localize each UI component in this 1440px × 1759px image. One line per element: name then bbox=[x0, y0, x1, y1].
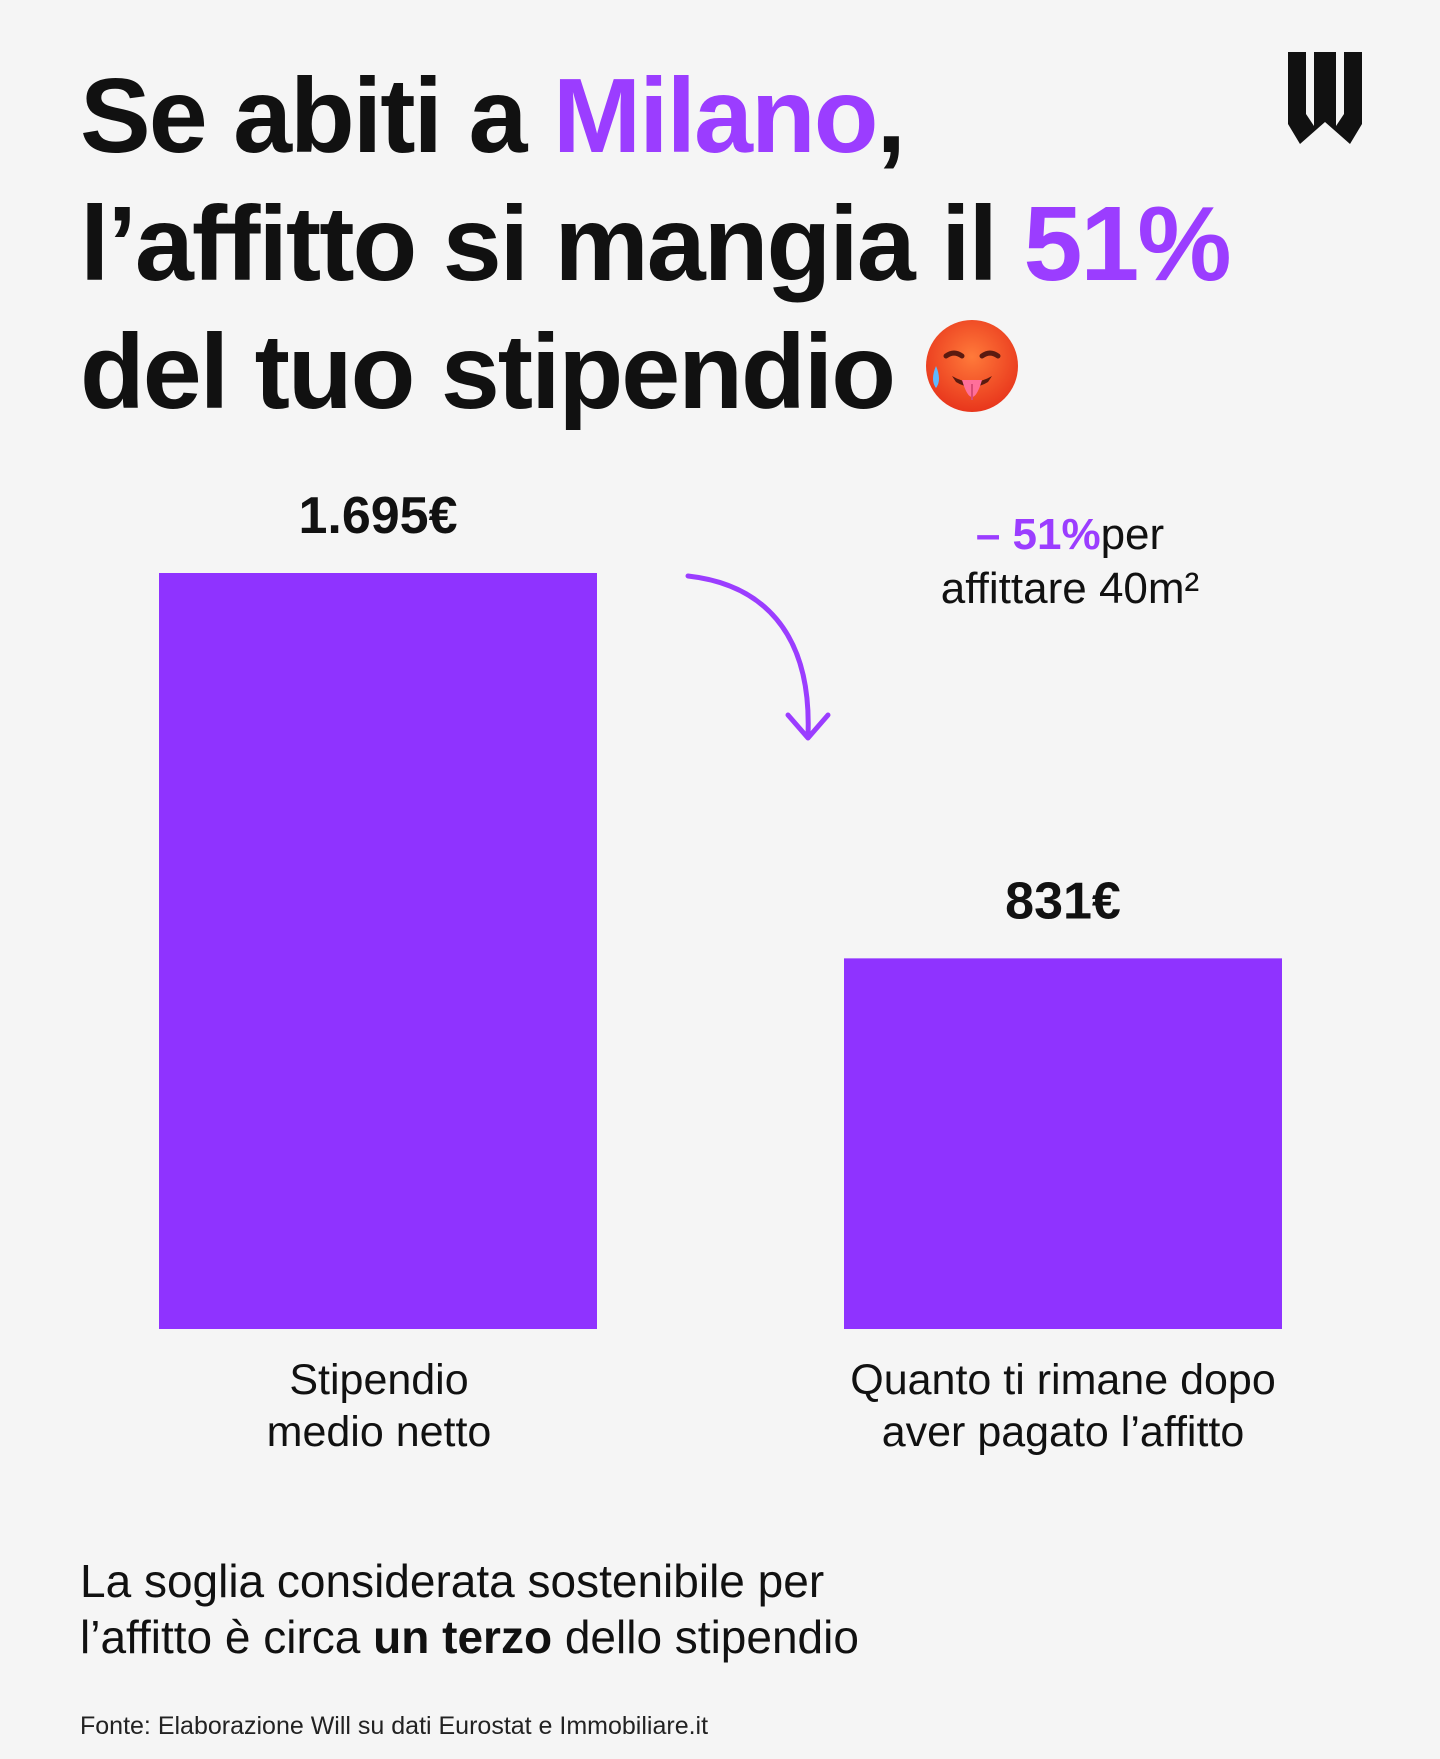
bar bbox=[844, 958, 1282, 1329]
page-title: Se abiti a Milano, l’affitto si mangia i… bbox=[80, 52, 1360, 444]
annotation-text: per bbox=[1100, 510, 1165, 559]
footnote-text: dello stipendio bbox=[552, 1611, 859, 1663]
category-line: medio netto bbox=[266, 1408, 492, 1456]
value-label: 1.695€ bbox=[298, 487, 457, 545]
will-logo-icon bbox=[1288, 52, 1362, 149]
title-comma: , bbox=[876, 57, 906, 175]
source-note: Fonte: Elaborazione Will su dati Eurosta… bbox=[80, 1712, 709, 1740]
footnote-emphasis: un terzo bbox=[373, 1611, 553, 1663]
annotation-text: affittare 40m² bbox=[940, 564, 1200, 613]
bar bbox=[159, 573, 597, 1329]
title-percentage: 51% bbox=[1023, 185, 1231, 303]
category-label: Stipendio medio netto bbox=[99, 1354, 659, 1458]
title-text: del tuo stipendio bbox=[80, 313, 896, 431]
title-text: Se abiti a bbox=[80, 57, 553, 175]
rent-annotation: – 51%per affittare 40m² bbox=[880, 508, 1260, 616]
title-line-1: Se abiti a Milano, bbox=[80, 52, 1360, 180]
title-city: Milano bbox=[552, 57, 879, 175]
footnote: La soglia considerata sostenibile per l’… bbox=[80, 1553, 1180, 1665]
category-line: aver pagato l’affitto bbox=[881, 1408, 1245, 1456]
footnote-text: l’affitto è circa bbox=[80, 1611, 374, 1663]
category-line: Stipendio bbox=[289, 1356, 469, 1404]
value-label: 831€ bbox=[1005, 872, 1121, 930]
arrow-curve bbox=[685, 573, 811, 738]
footnote-line: La soglia considerata sostenibile per bbox=[80, 1555, 825, 1607]
title-line-3: del tuo stipendio bbox=[80, 308, 1360, 444]
category-line: Quanto ti rimane dopo bbox=[850, 1356, 1276, 1404]
arrow-head bbox=[785, 712, 831, 741]
title-line-2: l’affitto si mangia il 51% bbox=[80, 180, 1360, 308]
annotation-percentage: – 51% bbox=[975, 510, 1101, 559]
hot-face-emoji-icon bbox=[922, 316, 1022, 444]
category-label: Quanto ti rimane dopo aver pagato l’affi… bbox=[783, 1354, 1343, 1458]
title-text: l’affitto si mangia il bbox=[80, 185, 1024, 303]
